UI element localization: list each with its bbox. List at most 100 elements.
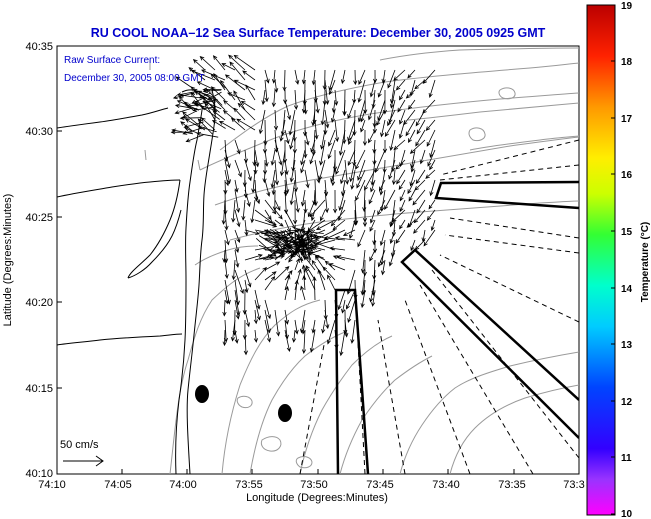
current-vector [264,69,270,84]
current-vector [355,149,366,170]
current-vector [294,257,300,271]
current-vector [321,319,326,334]
current-vector [244,269,252,288]
current-vector [261,89,266,106]
current-vector [264,271,277,281]
current-vector [270,149,276,166]
current-vector [349,159,356,183]
current-vector [384,189,396,211]
current-vector [427,149,436,167]
current-vector [294,238,302,258]
current-vector [339,329,346,357]
current-vector [413,219,426,234]
current-vector [319,139,326,166]
current-vector [264,275,276,291]
current-vector [421,229,426,243]
current-vector [258,255,275,260]
current-vector [429,179,436,197]
colorbar-tick-label: 14 [621,284,633,295]
colorbar-tick-label: 18 [621,57,633,68]
current-vector [199,55,216,71]
current-vector [230,117,246,131]
current-vector [264,309,271,334]
current-vector [289,129,296,150]
current-vector [410,159,416,173]
colorbar-tick-label: 17 [621,114,633,125]
current-vector [422,69,436,85]
current-vector [324,189,329,214]
current-vector [309,199,326,218]
current-vector [317,268,326,291]
current-vector [233,90,246,111]
current-vector [244,309,250,328]
current-vector [274,199,281,212]
current-vector [314,119,319,140]
colorbar-tick-label: 10 [621,509,633,519]
current-vector [395,159,406,170]
current-vector [362,129,368,147]
current-vector [322,266,336,281]
current-vector [336,255,356,261]
current-vector [389,89,396,109]
current-vector [309,149,316,165]
current-vector [350,169,356,190]
current-vector [357,159,366,181]
current-vector [274,266,290,281]
current-vector [331,99,336,114]
current-vector [262,169,267,184]
current-vector [344,319,349,338]
current-vector [328,69,336,91]
current-vector [374,149,386,173]
current-vector [294,69,300,85]
current-vector [429,159,436,171]
current-vector [303,99,308,115]
current-vector [416,119,426,135]
current-vector [399,89,406,101]
current-vector [241,199,246,221]
current-vector [320,129,326,150]
current-vector [369,219,376,232]
current-vector [293,169,299,193]
current-vector [318,159,326,181]
current-vector [222,299,227,317]
current-vector [185,134,204,143]
current-vector [271,89,276,108]
current-vector [330,109,336,123]
current-vector [243,179,248,199]
current-vector [304,169,310,189]
current-vector [323,119,328,136]
current-vector [279,149,286,177]
current-vector [222,329,227,347]
current-vector [382,89,387,115]
y-tick-label: 40:15 [25,383,53,395]
current-vector [183,121,204,129]
current-vector [334,329,339,350]
current-vector [200,105,220,120]
current-vector [407,179,416,195]
current-vector [236,118,256,131]
current-vector [344,159,350,185]
current-vector [357,79,366,103]
legend-line-2: December 30, 2005 08:00 GMT [64,73,205,84]
current-vector [243,329,248,356]
x-tick-label: 74:10 [38,479,66,491]
current-vector [294,319,299,335]
current-vector [221,63,236,71]
current-vector [377,249,386,268]
current-vector [342,229,356,236]
current-vector [364,169,376,191]
colorbar-tick-label: 15 [621,227,633,238]
current-vector [299,309,306,334]
current-vector [368,129,376,144]
current-vector [284,129,290,145]
axis-ticks [56,45,515,474]
current-vector [363,89,368,115]
current-vector [192,58,206,71]
current-vector [355,179,366,202]
current-vector [377,79,386,98]
y-axis-label: Latitude (Degrees:Minutes) [2,194,14,327]
current-vector [174,107,192,115]
current-vector [409,169,416,187]
current-vector [283,230,289,245]
